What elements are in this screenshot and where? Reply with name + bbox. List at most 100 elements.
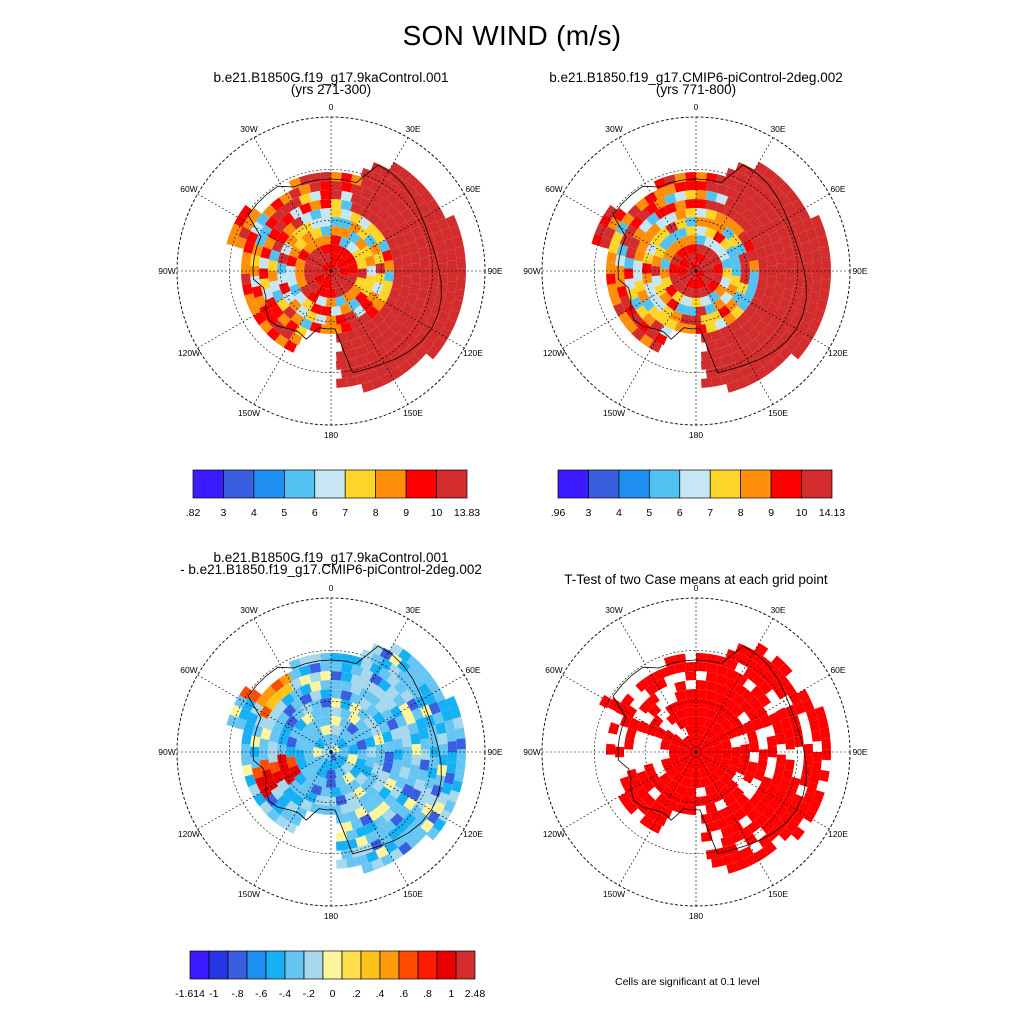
grid-cell xyxy=(785,322,800,336)
grid-cell xyxy=(384,260,394,271)
grid-cell xyxy=(370,643,384,656)
grid-cell xyxy=(779,811,794,826)
grid-cell xyxy=(728,319,742,333)
grid-cell xyxy=(320,698,331,708)
grid-cell xyxy=(685,208,696,218)
grid-cell xyxy=(685,716,696,727)
grid-cell xyxy=(279,672,293,686)
grid-cell xyxy=(349,317,363,331)
grid-cell xyxy=(344,252,357,266)
grid-cell xyxy=(358,216,372,230)
grid-cell xyxy=(259,738,270,750)
grid-cell xyxy=(375,743,385,755)
grid-cell xyxy=(340,802,353,815)
grid-cell xyxy=(423,210,437,225)
grid-cell xyxy=(791,312,804,327)
longitude-label: 0 xyxy=(329,102,334,112)
grid-cell xyxy=(320,172,331,182)
grid-cell xyxy=(307,761,321,774)
meridian-line xyxy=(253,137,332,272)
grid-cell xyxy=(800,241,812,254)
grid-cell xyxy=(331,226,342,237)
grid-cell xyxy=(639,334,654,348)
grid-cell xyxy=(381,708,395,722)
grid-cell xyxy=(413,297,426,311)
grid-cell xyxy=(426,312,439,327)
grid-cell xyxy=(670,252,683,266)
longitude-label: 90W xyxy=(158,747,175,757)
grid-cell xyxy=(685,324,696,334)
grid-cell xyxy=(381,327,396,342)
grid-cell xyxy=(253,792,267,807)
grid-cell xyxy=(242,216,256,231)
grid-cell xyxy=(606,273,616,285)
grid-cell xyxy=(630,777,644,792)
grid-cell xyxy=(386,192,401,207)
grid-cell xyxy=(264,215,279,230)
grid-cell xyxy=(742,770,756,784)
grid-cell xyxy=(381,249,394,262)
grid-cell xyxy=(309,689,322,702)
grid-cell xyxy=(420,338,435,352)
data-cells xyxy=(226,642,466,874)
grid-cell xyxy=(437,251,448,264)
colorbar-label: -.8 xyxy=(231,988,243,1000)
grid-cell xyxy=(320,707,331,718)
grid-cell xyxy=(811,249,822,261)
grid-cell xyxy=(320,324,331,334)
grid-cell xyxy=(721,226,736,240)
grid-cell xyxy=(755,246,767,260)
grid-cell xyxy=(394,295,408,309)
grid-cell xyxy=(744,657,758,671)
grid-cell xyxy=(791,793,804,808)
grid-cell xyxy=(387,182,402,196)
grid-cell xyxy=(420,749,430,761)
grid-cell xyxy=(817,716,829,729)
grid-cell xyxy=(650,714,664,729)
grid-cell xyxy=(334,285,347,298)
grid-cell xyxy=(809,291,821,304)
meridian-line xyxy=(618,270,697,405)
grid-cell xyxy=(680,776,692,788)
grid-cell xyxy=(447,789,460,804)
longitude-label: 30E xyxy=(405,124,420,134)
grid-cell xyxy=(675,708,688,721)
grid-cell xyxy=(335,295,347,307)
grid-cell xyxy=(723,687,738,701)
meridian-line xyxy=(330,751,465,830)
grid-cell xyxy=(340,199,353,211)
grid-cell xyxy=(393,681,408,695)
grid-cell xyxy=(703,246,717,259)
grid-cell xyxy=(444,719,456,732)
grid-cell xyxy=(685,217,696,227)
grid-cell xyxy=(738,344,753,359)
grid-cell xyxy=(689,743,696,752)
grid-cell xyxy=(768,230,781,245)
grid-cell xyxy=(293,291,308,305)
grid-cell xyxy=(281,693,295,707)
longitude-label: 60W xyxy=(545,184,562,194)
grid-cell xyxy=(355,344,369,357)
grid-cell xyxy=(383,777,397,792)
grid-cell xyxy=(320,725,331,736)
grid-cell xyxy=(714,317,728,331)
grid-cell xyxy=(444,291,456,304)
grid-cell xyxy=(378,667,392,681)
longitude-label: 150E xyxy=(403,408,423,418)
meridian-line xyxy=(330,270,465,349)
grid-cell xyxy=(746,761,759,774)
grid-cell xyxy=(436,283,448,296)
grid-cell xyxy=(440,227,453,241)
panel-1-title-line1: b.e21.B1850G.f19_g17.9kaControl.001 xyxy=(213,70,449,85)
grid-cell xyxy=(736,312,750,327)
grid-cell xyxy=(715,202,728,215)
grid-cell xyxy=(295,277,308,289)
grid-cell xyxy=(663,664,677,677)
meridian-line xyxy=(618,751,697,886)
grid-cell xyxy=(778,346,793,361)
grid-cell xyxy=(748,312,763,327)
grid-cell xyxy=(767,812,782,827)
grid-cell xyxy=(636,801,651,815)
grid-cell xyxy=(268,730,281,743)
